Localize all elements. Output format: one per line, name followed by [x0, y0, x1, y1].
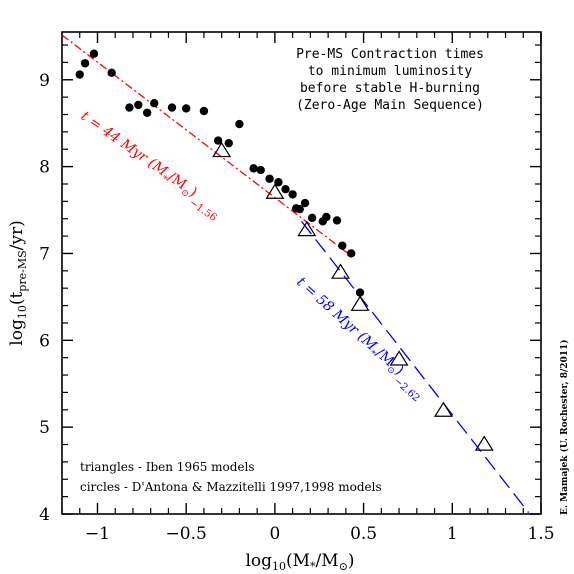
circle-point [107, 68, 116, 78]
y-tick-label: 7 [39, 244, 50, 264]
circle-point [346, 249, 356, 258]
circle-point [224, 138, 233, 148]
fit-line-red [61, 34, 356, 260]
fit-line-blue [300, 220, 530, 513]
x-tick-label: 1.5 [527, 524, 554, 544]
triangle-point [474, 435, 494, 451]
chart-title-line-1: Pre-MS Contraction times [296, 47, 484, 62]
plot-frame [61, 31, 542, 515]
x-tick-label: 1 [447, 524, 458, 544]
y-tick-label: 8 [39, 158, 50, 178]
circle-point [307, 213, 317, 223]
circle-point [274, 178, 283, 187]
y-tick-label: 9 [39, 71, 50, 91]
circle-point [167, 103, 177, 112]
x-tick-label: 0 [269, 524, 280, 544]
circle-point [199, 106, 209, 116]
fit-lines [61, 34, 530, 513]
x-tick-label: −1 [85, 524, 110, 544]
triangle-point [212, 141, 232, 158]
circle-point [80, 59, 90, 68]
chart-title-line-3: before stable H-burning [300, 81, 480, 96]
x-tick-label: 0.5 [350, 524, 377, 544]
circle-point [235, 119, 244, 129]
x-axis-ticks: −1 −0.5 0 0.5 1 1.5 [61, 32, 555, 544]
circle-point [125, 103, 134, 112]
circle-point [150, 99, 159, 108]
triangle-point [389, 350, 409, 366]
circle-point [249, 164, 258, 173]
circle-point [256, 165, 265, 175]
circle-point [295, 204, 304, 214]
circle-point [355, 288, 365, 297]
x-axis-label: log10(M*/M⊙) [245, 551, 354, 573]
data-points [75, 49, 494, 451]
legend: triangles - Iben 1965 models circles - D… [80, 460, 382, 494]
y-axis-ticks: 4 5 6 7 8 9 [39, 44, 541, 525]
circle-point [288, 190, 297, 199]
circle-point [75, 70, 84, 79]
circle-point [181, 104, 191, 113]
circle-point [281, 184, 290, 194]
circle-point [332, 216, 342, 225]
circle-point [142, 108, 152, 117]
x-tick-label: −0.5 [166, 524, 207, 544]
circle-point [322, 212, 331, 222]
circle-point [338, 241, 347, 250]
y-tick-label: 4 [39, 505, 50, 525]
circle-point [89, 49, 99, 58]
triangle-point [331, 263, 351, 279]
y-tick-label: 5 [39, 418, 50, 438]
y-tick-label: 6 [39, 331, 50, 351]
circle-point [265, 174, 274, 183]
circle-point [134, 100, 143, 110]
y-axis-label: log10(tpre-MS/yr) [7, 220, 29, 345]
chart-title: Pre-MS Contraction times to minimum lumi… [296, 47, 484, 113]
triangle-point [297, 220, 317, 237]
circle-point [300, 198, 310, 208]
legend-triangles: triangles - Iben 1965 models [80, 460, 255, 474]
credit-text: E. Mamajek (U. Rochester, 8/2011) [559, 339, 570, 515]
triangle-point [265, 183, 285, 199]
legend-circles: circles - D'Antona & Mazzitelli 1997,199… [80, 480, 382, 494]
chart-title-line-4: (Zero-Age Main Sequence) [296, 98, 484, 113]
fit-label-red: t = 44 Myr (M*/M⊙)−1.56 [74, 108, 226, 224]
triangle-point [433, 401, 453, 417]
chart-title-line-2: to minimum luminosity [308, 64, 473, 79]
triangle-point [350, 295, 370, 311]
circle-point [213, 136, 223, 145]
